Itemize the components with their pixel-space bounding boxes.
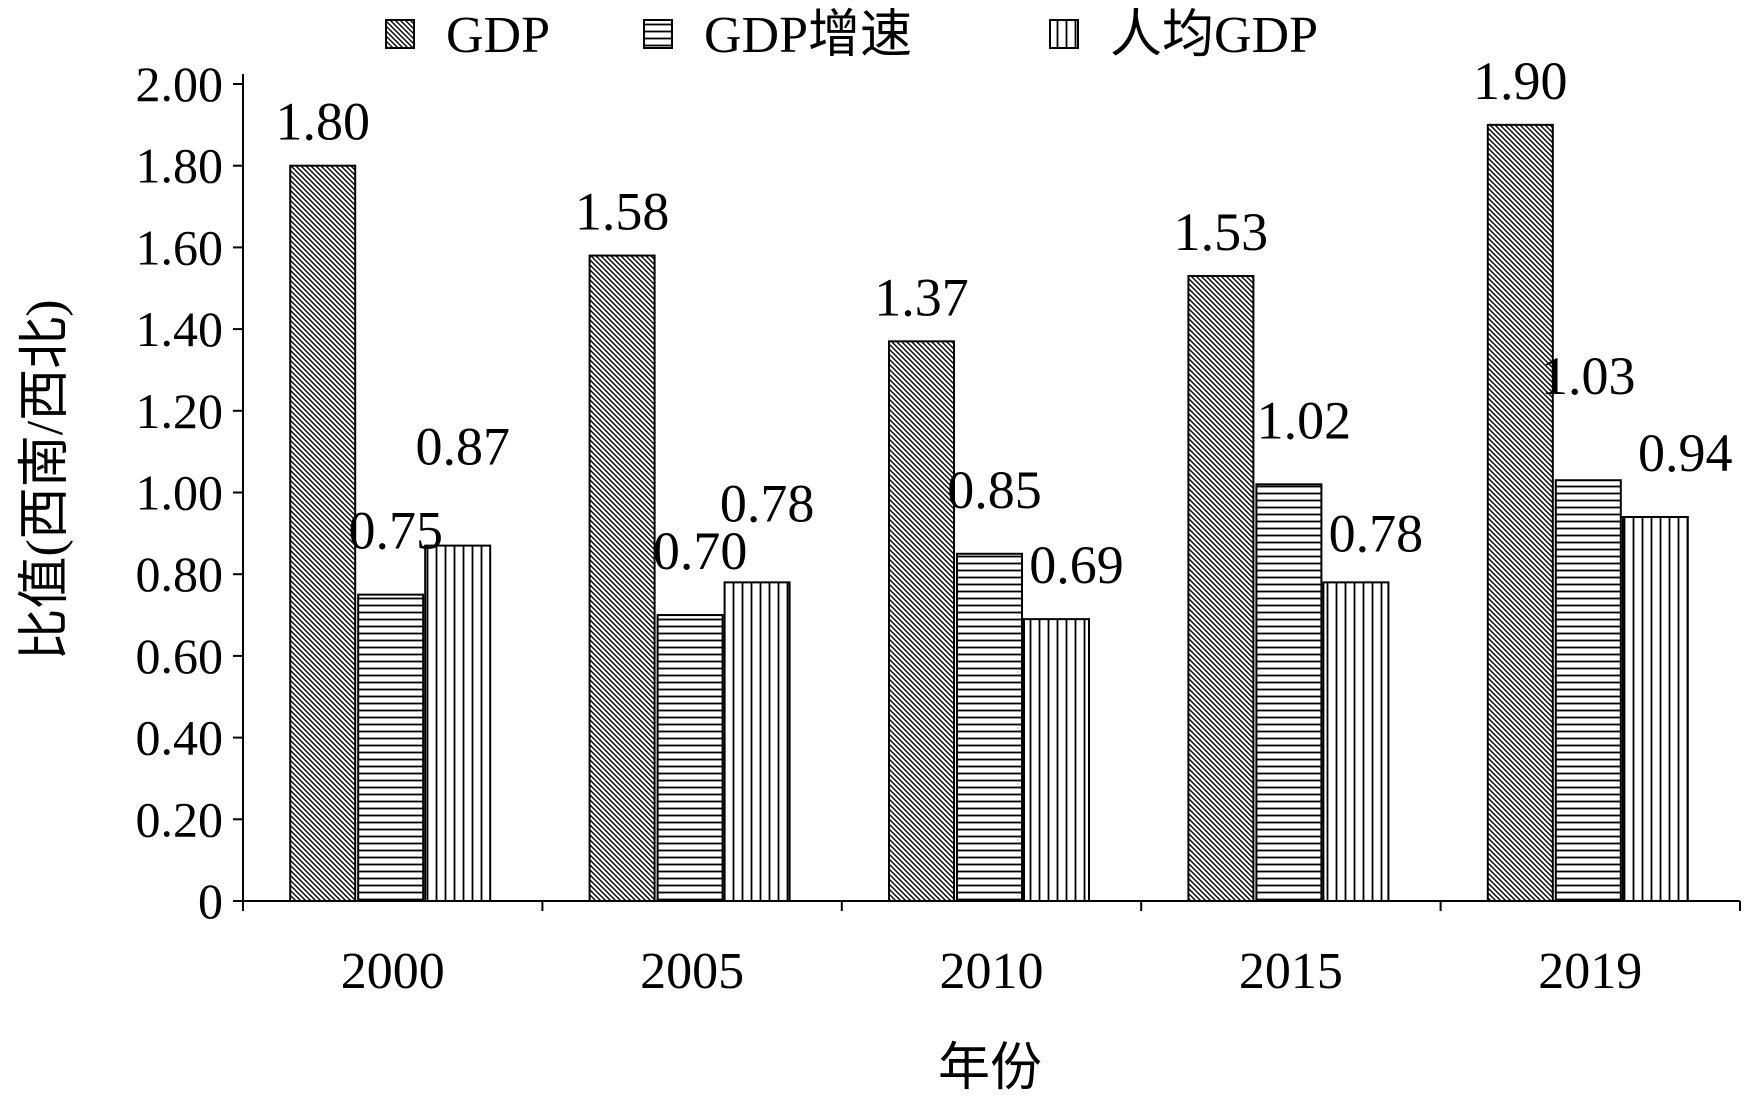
y-tick-label: 1.40: [136, 301, 224, 357]
data-label: 0.75: [348, 501, 443, 561]
x-tick-label: 2015: [1239, 943, 1343, 1000]
bar-gdp-growth-2019: [1554, 479, 1622, 902]
x-tick-label: 2010: [940, 943, 1044, 1000]
bar-gdp-per-capita-2010: [1023, 618, 1090, 902]
legend-label-gdp: GDP: [446, 7, 550, 64]
bar-gdp-per-capita-2019: [1621, 516, 1689, 902]
x-tick-label: 2005: [640, 943, 744, 1000]
x-tick-label: 2019: [1538, 943, 1642, 1000]
legend-swatch-gdp: [385, 19, 415, 49]
legend: GDP GDP增速 人均GDP: [385, 7, 1318, 64]
legend-item-gdp-growth: GDP增速: [643, 7, 912, 64]
x-axis-title: 年份: [938, 1040, 1042, 1097]
y-tick-label: 1.00: [136, 465, 224, 521]
data-label: 1.03: [1541, 346, 1636, 406]
bar-gdp-growth-2005: [656, 614, 724, 902]
bar-gdp-per-capita-2005: [723, 581, 791, 902]
bar-gdp-2005: [588, 254, 656, 902]
y-tick-label: 2.00: [136, 56, 224, 112]
y-axis-title: 比值(西南/西北): [17, 299, 74, 660]
bar-gdp-2019: [1486, 123, 1554, 903]
bar-gdp-per-capita-2015: [1322, 581, 1390, 902]
bar-gdp-growth-2015: [1255, 483, 1323, 902]
data-label: 0.94: [1638, 423, 1733, 483]
legend-item-gdp-per-capita: 人均GDP: [1049, 7, 1318, 64]
data-label: 1.02: [1257, 390, 1352, 450]
legend-swatch-gdp-per-capita: [1049, 19, 1079, 49]
data-label: 1.90: [1473, 51, 1568, 111]
y-tick-label: 0.20: [136, 791, 224, 847]
bar-gdp-growth-2010: [956, 552, 1023, 903]
axes: 0 0.20 0.40 0.60 0.80 1.00 1.20 1.40 1.60 1.80 2.0…: [136, 56, 1741, 1000]
x-tick-label: 2000: [341, 943, 445, 1000]
data-label: 1.53: [1174, 202, 1269, 262]
y-tick-label: 1.80: [136, 138, 224, 194]
data-label: 0.69: [1029, 535, 1124, 595]
y-tick-label: 1.60: [136, 219, 224, 275]
legend-swatch-gdp-growth: [643, 19, 673, 49]
data-label: 1.37: [874, 267, 969, 327]
legend-label-gdp-growth: GDP增速: [704, 7, 912, 64]
bar-gdp-per-capita-2000: [424, 544, 492, 902]
bar-gdp-2015: [1187, 274, 1255, 902]
data-label: 0.87: [415, 417, 510, 477]
y-tick-label: 0.80: [136, 546, 224, 602]
y-tick-label: 1.20: [136, 383, 224, 439]
data-label: 0.78: [720, 473, 815, 533]
bar-gdp-2010: [888, 340, 955, 903]
data-labels: 1.80 1.58 1.37 1.53 1.90 0.75 0.70 0.85 1.02 1.03…: [275, 51, 1732, 595]
bars: [289, 123, 1689, 903]
y-tick-label: 0: [198, 873, 223, 929]
data-label: 0.78: [1329, 503, 1424, 563]
y-tick-label: 0.60: [136, 628, 224, 684]
data-label: 0.70: [653, 521, 748, 581]
data-label: 1.58: [575, 182, 670, 242]
legend-label-gdp-per-capita: 人均GDP: [1110, 7, 1318, 64]
bar-gdp-growth-2000: [357, 593, 425, 902]
data-label: 1.80: [275, 92, 370, 152]
legend-item-gdp: GDP: [385, 7, 550, 64]
data-label: 0.85: [947, 460, 1042, 520]
bar-gdp-2000: [289, 164, 357, 902]
y-tick-label: 0.40: [136, 710, 224, 766]
